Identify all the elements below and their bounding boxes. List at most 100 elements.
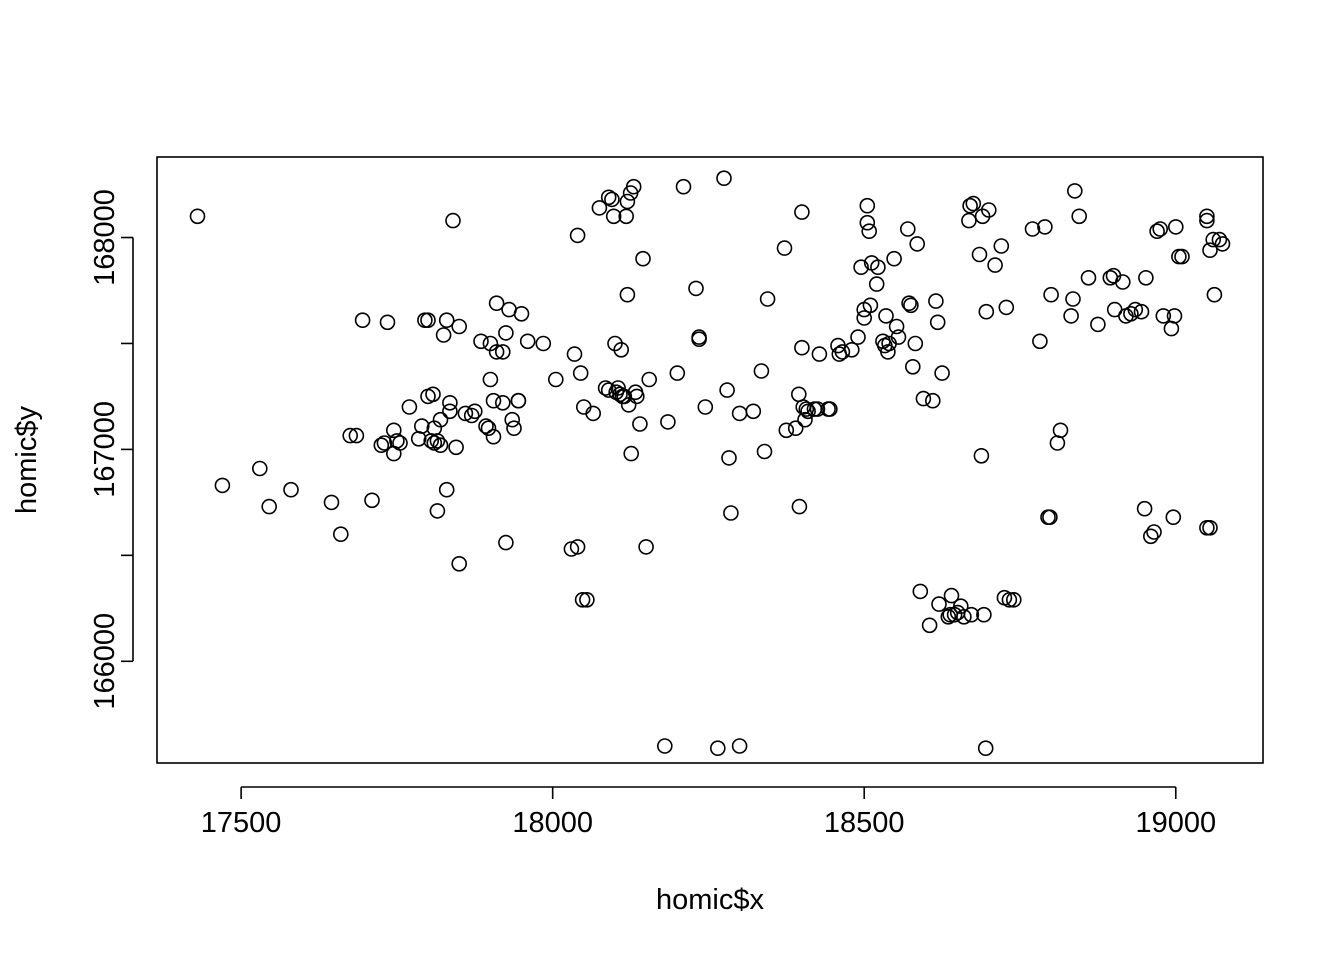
data-point-168 xyxy=(924,392,941,409)
data-point-173 xyxy=(940,608,957,625)
data-point-145 xyxy=(859,214,876,231)
data-point-143 xyxy=(856,310,873,326)
data-point-231 xyxy=(1174,248,1190,265)
data-point-133 xyxy=(811,346,828,362)
data-point-1 xyxy=(214,477,231,494)
data-point-38 xyxy=(448,439,464,456)
data-point-61 xyxy=(510,392,527,409)
data-point-25 xyxy=(425,386,441,403)
data-point-209 xyxy=(1080,269,1097,286)
data-point-13 xyxy=(379,314,396,331)
data-point-223 xyxy=(1149,223,1165,239)
data-point-234 xyxy=(1199,519,1215,536)
data-point-192 xyxy=(993,238,1010,254)
data-point-169 xyxy=(928,293,944,309)
data-point-19 xyxy=(410,430,427,447)
data-point-167 xyxy=(921,617,938,634)
data-point-100 xyxy=(641,371,658,388)
data-point-128 xyxy=(797,411,813,428)
data-point-11 xyxy=(373,437,390,454)
data-point-47 xyxy=(482,371,499,388)
data-point-96 xyxy=(628,388,645,405)
data-point-21 xyxy=(417,312,433,329)
data-point-232 xyxy=(1199,208,1215,225)
data-point-0 xyxy=(189,208,206,225)
data-point-132 xyxy=(809,401,826,417)
data-point-90 xyxy=(619,286,636,303)
data-point-158 xyxy=(890,329,907,345)
data-point-37 xyxy=(445,212,461,229)
data-point-159 xyxy=(899,221,916,237)
data-point-76 xyxy=(597,380,614,396)
data-point-93 xyxy=(623,445,640,462)
data-point-227 xyxy=(1165,509,1182,526)
data-point-104 xyxy=(675,178,692,195)
data-point-153 xyxy=(878,308,894,324)
data-point-150 xyxy=(870,259,886,276)
data-point-33 xyxy=(438,312,455,329)
data-point-97 xyxy=(632,416,648,432)
data-point-130 xyxy=(800,403,816,420)
data-point-188 xyxy=(977,740,994,757)
data-point-41 xyxy=(457,405,474,422)
data-point-30 xyxy=(432,437,449,454)
data-point-214 xyxy=(1115,274,1131,290)
data-point-125 xyxy=(794,204,810,220)
data-point-78 xyxy=(600,189,617,206)
data-point-210 xyxy=(1090,316,1106,333)
data-point-146 xyxy=(861,223,878,239)
data-point-29 xyxy=(429,433,446,449)
data-point-222 xyxy=(1146,524,1162,540)
data-point-225 xyxy=(1155,308,1172,324)
data-point-120 xyxy=(776,240,793,256)
data-point-160 xyxy=(901,295,917,312)
data-point-189 xyxy=(978,303,995,320)
data-point-119 xyxy=(759,291,776,307)
data-point-139 xyxy=(843,341,860,358)
data-point-129 xyxy=(798,401,815,417)
y-axis: 166000 167000 168000 xyxy=(89,189,134,710)
data-point-221 xyxy=(1143,528,1159,545)
data-point-163 xyxy=(907,335,924,352)
data-points xyxy=(189,170,1231,757)
data-point-108 xyxy=(697,399,714,415)
data-point-216 xyxy=(1123,305,1139,322)
data-point-98 xyxy=(635,250,651,267)
data-point-198 xyxy=(1032,333,1048,350)
data-point-101 xyxy=(656,738,673,754)
data-point-178 xyxy=(952,598,969,615)
data-point-117 xyxy=(753,363,770,379)
data-point-49 xyxy=(485,428,502,445)
data-point-226 xyxy=(1163,320,1180,337)
data-point-55 xyxy=(498,325,514,341)
data-point-140 xyxy=(850,329,866,345)
data-point-3 xyxy=(261,498,278,515)
data-point-197 xyxy=(1024,221,1041,237)
data-point-207 xyxy=(1067,183,1083,199)
data-point-28 xyxy=(429,503,446,519)
y-tick-label: 168000 xyxy=(89,189,121,286)
data-point-88 xyxy=(618,208,635,225)
data-point-112 xyxy=(721,450,737,466)
data-point-63 xyxy=(519,333,536,350)
data-point-64 xyxy=(535,335,552,352)
data-point-237 xyxy=(1206,286,1223,303)
data-point-85 xyxy=(613,341,630,358)
data-point-201 xyxy=(1042,509,1058,526)
data-point-183 xyxy=(965,195,982,212)
data-point-59 xyxy=(506,420,522,437)
data-point-171 xyxy=(931,596,947,612)
data-point-73 xyxy=(579,591,595,608)
data-point-103 xyxy=(669,365,686,381)
data-point-105 xyxy=(688,280,704,297)
data-point-191 xyxy=(987,257,1003,273)
data-point-203 xyxy=(1049,435,1066,451)
data-point-149 xyxy=(868,276,885,292)
data-point-109 xyxy=(709,740,726,757)
data-point-39 xyxy=(451,318,468,335)
data-point-194 xyxy=(998,299,1015,316)
data-point-35 xyxy=(442,394,458,411)
data-point-45 xyxy=(478,418,494,434)
data-point-126 xyxy=(794,339,810,356)
data-point-185 xyxy=(973,447,990,464)
